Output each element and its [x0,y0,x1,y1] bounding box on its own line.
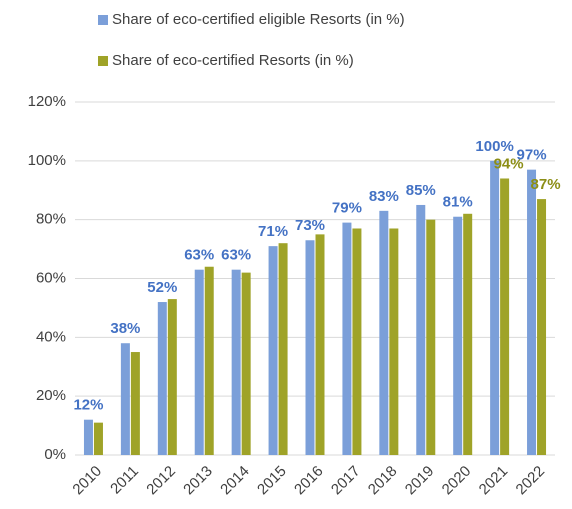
bar [241,272,251,455]
x-tick-label: 2013 [180,463,216,499]
x-tick-label: 2020 [439,463,475,499]
bar [500,178,510,455]
value-label: 63% [221,247,251,264]
legend-label: Share of eco-certified Resorts (in %) [112,52,354,69]
bar [204,266,214,455]
value-label: 73% [295,217,325,234]
value-label: 85% [406,182,436,199]
x-tick-label: 2014 [217,463,253,499]
bar [120,343,130,455]
value-label: 79% [332,200,362,217]
value-label: 87% [531,176,561,193]
bar [130,352,140,455]
legend-swatch [98,56,108,66]
value-label: 38% [110,320,140,337]
bar [231,269,241,455]
x-tick-label: 2018 [365,463,401,499]
y-tick-label: 100% [28,152,66,169]
value-label: 63% [184,247,214,264]
value-label: 94% [494,155,524,172]
y-tick-label: 0% [44,446,66,463]
bar [527,169,537,456]
legend-label: Share of eco-certified eligible Resorts … [112,11,405,28]
bar [278,243,288,455]
bar [463,213,473,455]
bar [157,302,167,455]
y-tick-label: 20% [36,387,66,404]
bar [426,219,436,455]
bar [453,216,463,455]
bar [379,210,389,455]
bar [83,419,93,455]
bar [389,228,399,455]
x-tick-label: 2019 [402,463,438,499]
bar [268,246,278,455]
bar [352,228,362,455]
bar [194,269,204,455]
y-tick-label: 120% [28,93,66,110]
x-tick-label: 2015 [254,463,290,499]
bar [93,422,103,455]
bar [537,199,547,455]
value-label: 71% [258,223,288,240]
bar [167,299,177,455]
value-label: 100% [475,138,513,155]
y-tick-label: 80% [36,211,66,228]
value-label: 83% [369,188,399,205]
y-tick-label: 60% [36,269,66,286]
value-label: 81% [443,194,473,211]
legend-swatch [98,15,108,25]
value-label: 52% [147,279,177,296]
x-tick-label: 2010 [69,463,105,499]
bar [490,160,500,456]
x-tick-label: 2021 [476,463,512,499]
x-tick-label: 2022 [513,463,549,499]
value-label: 97% [517,147,547,164]
x-tick-label: 2016 [291,463,327,499]
y-tick-label: 40% [36,328,66,345]
x-tick-label: 2017 [328,463,364,499]
value-label: 12% [73,397,103,414]
x-tick-label: 2011 [107,463,142,498]
x-tick-label: 2012 [143,463,179,499]
bar [342,222,352,455]
bar [315,234,325,455]
bar [416,204,426,455]
bar [305,240,315,455]
